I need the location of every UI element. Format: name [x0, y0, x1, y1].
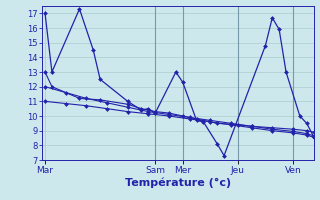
X-axis label: Température (°c): Température (°c) [124, 177, 231, 188]
